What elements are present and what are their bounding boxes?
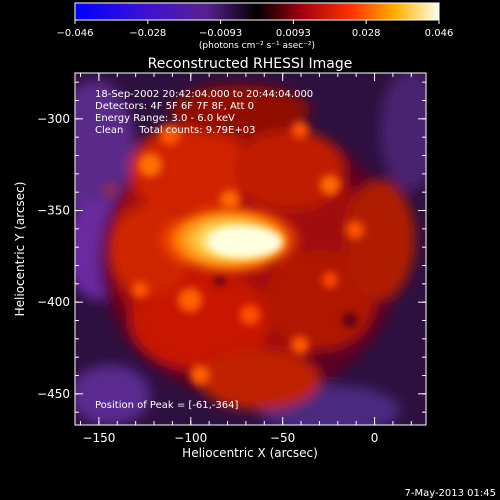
- info-peak-position: Position of Peak = [-61,-364]: [95, 400, 239, 411]
- plot-frame: [74, 72, 427, 426]
- x-axis-label: Heliocentric X (arcsec): [182, 446, 318, 460]
- colorbar-scale: [74, 2, 440, 21]
- x-axis-ticks: −150 −100 −50 0: [80, 73, 412, 445]
- info-energy-range: Energy Range: 3.0 - 6.0 keV: [95, 113, 235, 124]
- colorbar-tick-label: −0.046: [56, 28, 93, 39]
- plot-title: Reconstructed RHESSI Image: [148, 56, 353, 72]
- x-tick-label: −50: [270, 431, 295, 445]
- flare-image: [75, 73, 426, 425]
- info-time-range: 18-Sep-2002 20:42:04.000 to 20:44:04.000: [95, 89, 313, 100]
- y-tick-label: −400: [37, 295, 70, 309]
- info-clean: Clean Total counts: 9.79E+03: [95, 125, 255, 136]
- y-tick-label: −300: [37, 112, 70, 126]
- colorbar-tick-label: 0.0093: [276, 28, 311, 39]
- x-tick-label: −150: [82, 431, 115, 445]
- x-tick-label: −100: [174, 431, 207, 445]
- y-tick-label: −450: [37, 387, 70, 401]
- colorbar-tick-labels: −0.046 −0.028 −0.0093 0.0093 0.028 0.046: [56, 28, 453, 39]
- colorbar-tick-label: −0.028: [129, 28, 166, 39]
- colorbar-tick-label: 0.046: [425, 28, 454, 39]
- colorbar-ticks: [74, 20, 440, 24]
- colorbar: −0.046 −0.028 −0.0093 0.0093 0.028 0.046 (pho…: [56, 2, 453, 51]
- info-detectors: Detectors: 4F 5F 6F 7F 8F, Att 0: [95, 101, 254, 112]
- info-annotation: 18-Sep-2002 20:42:04.000 to 20:44:04.000…: [95, 89, 313, 411]
- timestamp: 7-May-2013 01:45: [404, 488, 496, 499]
- y-axis-ticks: −300 −350 −400 −450: [37, 81, 426, 413]
- y-tick-label: −350: [37, 204, 70, 218]
- y-axis-label: Heliocentric Y (arcsec): [13, 182, 27, 317]
- colorbar-tick-label: 0.028: [352, 28, 381, 39]
- colorbar-unit-label: (photons cm⁻² s⁻¹ asec⁻²): [199, 41, 315, 51]
- colorbar-tick-label: −0.0093: [199, 28, 242, 39]
- x-tick-label: 0: [371, 431, 379, 445]
